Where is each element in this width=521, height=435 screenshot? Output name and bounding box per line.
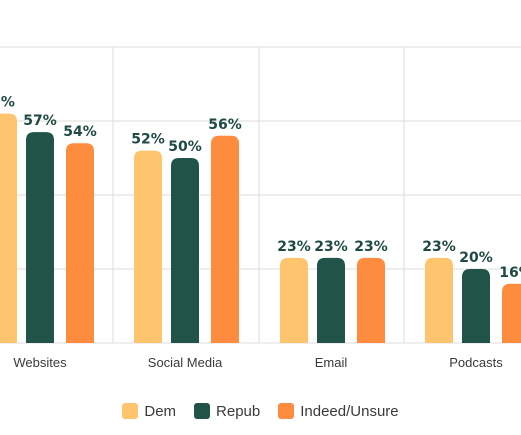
data-label: 50%: [168, 139, 202, 155]
bar-indeed-unsure-podcasts: [502, 283, 521, 343]
data-label: 23%: [354, 239, 388, 255]
bar-repub-websites: [26, 132, 54, 343]
legend-item-dem: Dem: [122, 403, 176, 420]
bar-repub-social-media: [171, 158, 199, 343]
x-tick-label: Podcasts: [449, 355, 503, 370]
chart-legend: Dem Repub Indeed/Unsure: [0, 400, 521, 422]
legend-swatch-indeed: [278, 403, 295, 419]
bar-indeed-unsure-websites: [66, 143, 94, 343]
x-tick-label: Websites: [13, 355, 67, 370]
data-label: 52%: [131, 132, 165, 148]
bar-indeed-unsure-social-media: [211, 135, 239, 343]
legend-label-dem: Dem: [144, 402, 177, 420]
legend-label-repub: Repub: [216, 402, 261, 420]
bar-dem-email: [280, 257, 308, 343]
data-label: 20%: [459, 250, 493, 266]
data-label: 16%: [499, 265, 521, 281]
bar-dem-websites: [0, 113, 17, 343]
legend-item-repub: Repub: [194, 403, 260, 420]
data-label: 54%: [63, 124, 97, 140]
bar-dem-podcasts: [425, 257, 453, 343]
legend-label-indeed: Indeed/Unsure: [300, 402, 399, 420]
data-label: 2%: [0, 95, 15, 111]
data-label: 23%: [314, 239, 348, 255]
bar-repub-podcasts: [462, 269, 490, 343]
legend-item-indeed: Indeed/Unsure: [278, 402, 399, 420]
data-label: 57%: [23, 113, 57, 129]
bar-indeed-unsure-email: [357, 257, 385, 343]
data-label: 23%: [277, 239, 311, 255]
bar-repub-email: [317, 257, 345, 343]
legend-swatch-dem: [122, 403, 139, 419]
data-label: 23%: [422, 239, 456, 255]
x-tick-label: Email: [315, 355, 348, 370]
data-label: 56%: [208, 117, 242, 133]
legend-swatch-repub: [194, 403, 211, 419]
bar-dem-social-media: [134, 150, 162, 343]
x-tick-label: Social Media: [148, 355, 223, 370]
